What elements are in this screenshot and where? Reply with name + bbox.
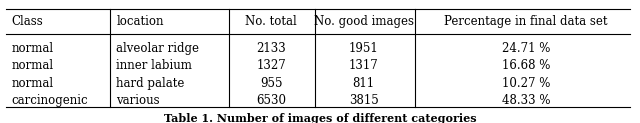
Text: 10.27 %: 10.27 %: [502, 77, 550, 90]
Text: 6530: 6530: [257, 94, 286, 107]
Text: normal: normal: [12, 59, 54, 72]
Text: various: various: [116, 94, 160, 107]
Text: No. good images: No. good images: [314, 15, 413, 28]
Text: Class: Class: [12, 15, 44, 28]
Text: inner labium: inner labium: [116, 59, 193, 72]
Text: normal: normal: [12, 77, 54, 90]
Text: 955: 955: [260, 77, 283, 90]
Text: 3815: 3815: [349, 94, 378, 107]
Text: Table 1. Number of images of different categories: Table 1. Number of images of different c…: [164, 113, 476, 123]
Text: No. total: No. total: [246, 15, 297, 28]
Text: Percentage in final data set: Percentage in final data set: [444, 15, 608, 28]
Text: 16.68 %: 16.68 %: [502, 59, 550, 72]
Text: 24.71 %: 24.71 %: [502, 42, 550, 55]
Text: hard palate: hard palate: [116, 77, 185, 90]
Text: location: location: [116, 15, 164, 28]
Text: 48.33 %: 48.33 %: [502, 94, 550, 107]
Text: 2133: 2133: [257, 42, 286, 55]
Text: 811: 811: [353, 77, 374, 90]
Text: alveolar ridge: alveolar ridge: [116, 42, 200, 55]
Text: 1317: 1317: [349, 59, 378, 72]
Text: normal: normal: [12, 42, 54, 55]
Text: 1327: 1327: [257, 59, 286, 72]
Text: 1951: 1951: [349, 42, 378, 55]
Text: carcinogenic: carcinogenic: [12, 94, 88, 107]
